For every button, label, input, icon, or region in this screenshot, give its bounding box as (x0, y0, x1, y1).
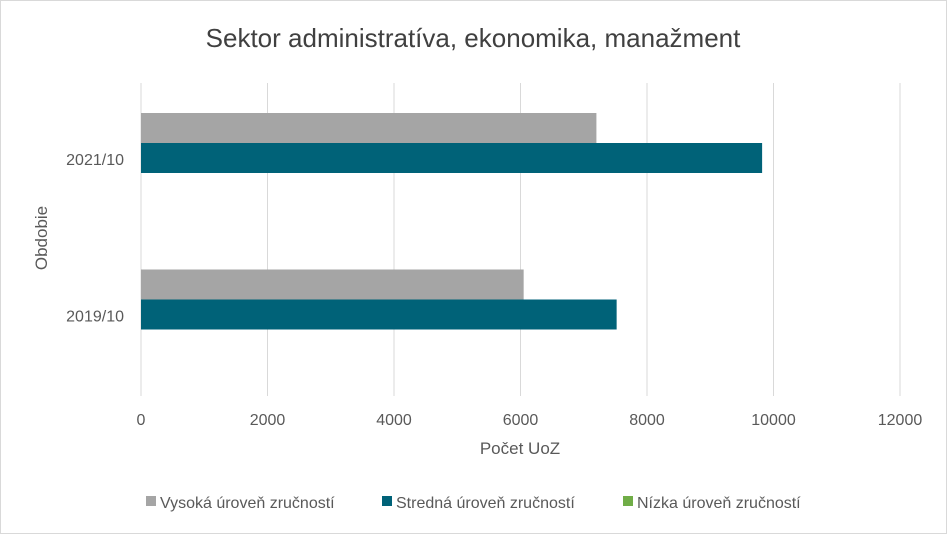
x-tick-labels: 0 2000 4000 6000 8000 10000 12000 (137, 412, 923, 429)
bar-2019-10-series-0 (141, 269, 524, 300)
x-tick-label-2: 4000 (376, 412, 412, 429)
legend-label-0: Vysoká úroveň zručností (160, 495, 335, 512)
legend: Vysoká úroveň zručností Stredná úroveň zr… (146, 495, 801, 512)
x-tick-label-4: 8000 (629, 412, 665, 429)
x-tick-label-0: 0 (137, 412, 146, 429)
legend-swatch-2 (623, 496, 633, 506)
legend-label-1: Stredná úroveň zručností (396, 495, 575, 512)
x-tick-label-3: 6000 (503, 412, 539, 429)
legend-label-2: Nízka úroveň zručností (637, 495, 801, 512)
bar-2019-10-series-1 (141, 299, 617, 330)
bar-2021-10-series-0 (141, 113, 597, 143)
y-tick-labels: 2021/10 2019/10 (66, 152, 124, 326)
x-tick-label-6: 12000 (878, 412, 923, 429)
x-axis-label: Počet UoZ (480, 439, 560, 458)
x-tick-label-5: 10000 (751, 412, 796, 429)
y-tick-label-1: 2019/10 (66, 309, 124, 326)
bars (141, 113, 763, 330)
x-tick-label-1: 2000 (250, 412, 286, 429)
chart-title: Sektor administratíva, ekonomika, manažm… (206, 23, 741, 53)
legend-swatch-0 (146, 496, 156, 506)
legend-swatch-1 (382, 496, 392, 506)
bar-2021-10-series-1 (141, 143, 763, 173)
y-axis-label: Obdobie (32, 206, 51, 270)
y-tick-label-0: 2021/10 (66, 152, 124, 169)
